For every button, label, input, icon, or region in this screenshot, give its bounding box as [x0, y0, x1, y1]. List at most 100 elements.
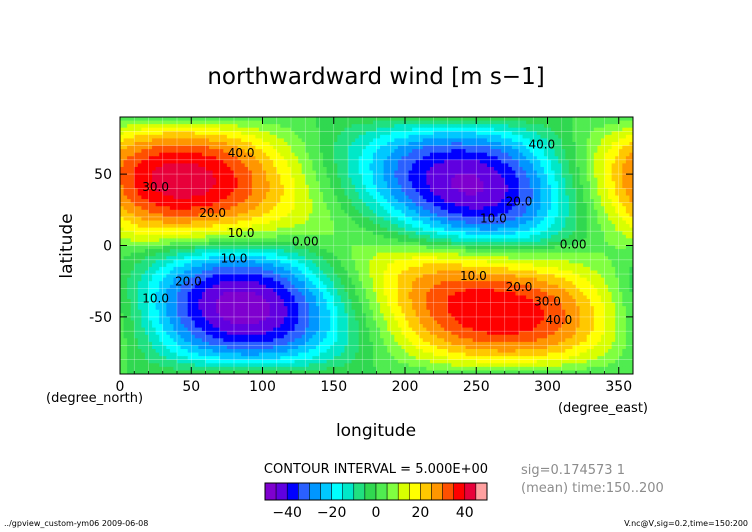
field-cell	[173, 202, 178, 207]
field-cell	[226, 170, 232, 175]
field-cell	[372, 188, 378, 193]
field-cell	[597, 177, 602, 182]
field-cell	[583, 188, 588, 193]
field-cell	[144, 238, 150, 243]
field-cell	[372, 227, 378, 232]
field-cell	[568, 227, 574, 232]
field-cell	[223, 149, 228, 154]
field-cell	[348, 202, 353, 207]
field-cell	[340, 231, 346, 236]
field-cell	[515, 138, 520, 143]
field-cell	[543, 117, 549, 122]
field-cell	[251, 127, 256, 132]
field-cell	[319, 134, 324, 140]
field-cell	[394, 131, 399, 136]
field-cell	[209, 231, 214, 236]
field-cell	[540, 181, 545, 186]
field-cell	[579, 120, 584, 125]
field-cell	[219, 131, 224, 136]
field-cell	[615, 216, 620, 222]
field-cell	[412, 166, 417, 172]
field-cell	[269, 209, 274, 214]
field-cell	[155, 120, 160, 125]
field-cell	[501, 195, 506, 200]
field-cell	[433, 206, 438, 211]
field-cell	[212, 231, 217, 236]
field-cell	[291, 131, 296, 136]
field-cell	[294, 220, 299, 225]
field-cell	[408, 170, 413, 175]
field-cell	[504, 117, 509, 122]
field-cell	[412, 156, 417, 161]
field-cell	[212, 184, 217, 189]
field-cell	[266, 177, 271, 182]
field-cell	[198, 174, 203, 179]
field-cell	[372, 124, 378, 129]
field-cell	[340, 134, 346, 140]
field-cell	[198, 134, 203, 140]
field-cell	[501, 220, 506, 225]
field-cell	[251, 149, 256, 154]
field-cell	[511, 213, 517, 218]
field-cell	[223, 170, 228, 175]
field-cell	[394, 216, 399, 222]
field-cell	[194, 131, 199, 136]
field-cell	[397, 134, 403, 140]
field-cell	[283, 184, 289, 189]
field-cell	[533, 163, 538, 168]
field-cell	[130, 149, 135, 154]
field-cell	[234, 138, 239, 143]
field-cell	[162, 159, 167, 164]
field-cell	[405, 234, 410, 239]
field-cell	[486, 191, 492, 197]
field-cell	[608, 117, 613, 122]
field-cell	[479, 227, 484, 232]
field-cell	[622, 159, 627, 164]
field-cell	[230, 152, 235, 157]
field-cell	[511, 156, 517, 161]
field-cell	[148, 184, 153, 189]
field-cell	[490, 127, 495, 132]
field-cell	[315, 199, 321, 204]
field-cell	[348, 120, 353, 125]
field-cell	[291, 188, 296, 193]
field-cell	[141, 120, 146, 125]
field-cell	[344, 216, 349, 222]
field-cell	[269, 220, 274, 225]
field-cell	[451, 199, 456, 204]
field-cell	[205, 120, 210, 125]
field-cell	[419, 127, 424, 132]
field-cell	[201, 127, 207, 132]
field-cell	[451, 213, 456, 218]
field-cell	[262, 234, 267, 239]
field-cell	[351, 213, 356, 218]
field-cell	[415, 163, 420, 168]
field-cell	[358, 170, 363, 175]
field-cell	[152, 227, 157, 232]
field-cell	[397, 227, 403, 232]
field-cell	[340, 191, 346, 197]
field-cell	[486, 177, 492, 182]
field-cell	[533, 117, 538, 122]
field-cell	[351, 145, 356, 150]
field-cell	[226, 220, 232, 225]
field-cell	[305, 131, 310, 136]
field-cell	[315, 209, 321, 214]
field-cell	[583, 131, 588, 136]
field-cell	[291, 120, 296, 125]
field-cell	[522, 227, 527, 232]
field-cell	[458, 181, 463, 186]
field-cell	[258, 220, 264, 225]
field-cell	[319, 195, 324, 200]
field-cell	[280, 138, 285, 143]
field-cell	[351, 127, 356, 132]
field-cell	[305, 195, 310, 200]
field-cell	[479, 170, 484, 175]
field-cell	[479, 127, 484, 132]
field-cell	[540, 177, 545, 182]
field-cell	[226, 234, 232, 239]
field-cell	[476, 156, 481, 161]
field-cell	[629, 206, 633, 211]
field-cell	[422, 174, 427, 179]
field-cell	[583, 163, 588, 168]
